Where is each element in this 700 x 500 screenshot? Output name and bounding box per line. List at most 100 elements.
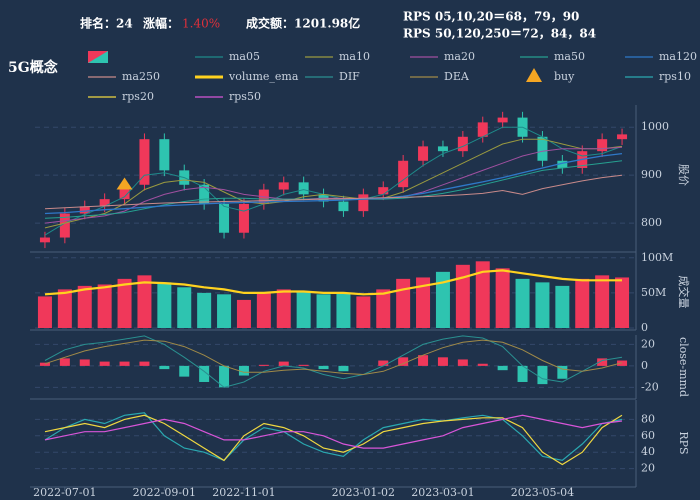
y-axis-label: RPS [677, 431, 690, 454]
volume-bar [276, 289, 291, 328]
x-tick-label: 2022-09-01 [133, 486, 196, 499]
y-tick-label: 900 [641, 168, 662, 181]
volume-bar [595, 275, 610, 328]
volume-bar [475, 261, 490, 328]
volume-bar [177, 287, 192, 328]
macd-bar [59, 358, 70, 366]
candle-body [59, 213, 70, 238]
candle-body [537, 136, 548, 161]
candle-body [119, 184, 130, 200]
candle-body [79, 206, 90, 214]
volume-bar [455, 264, 470, 328]
candle-body [557, 160, 568, 168]
legend-label: ma20 [444, 50, 475, 63]
macd-bar [79, 359, 90, 366]
macd-bar [298, 364, 309, 366]
volume-bar [236, 299, 251, 328]
volume-bar [157, 282, 172, 328]
legend-label: rps50 [229, 90, 261, 103]
y-tick-label: 0 [641, 359, 648, 372]
macd-bar [179, 365, 190, 377]
macd-bar [39, 362, 50, 366]
macd-bar [418, 355, 429, 366]
x-tick-label: 2022-11-01 [212, 486, 275, 499]
series-line [44, 339, 623, 376]
macd-bar [99, 361, 110, 366]
macd-bar [557, 365, 568, 379]
y-tick-label: 40 [641, 445, 655, 458]
series-line [44, 414, 623, 449]
candle-body [617, 134, 628, 140]
buy-marker [116, 177, 133, 190]
macd-bar [159, 365, 170, 370]
candle-body [497, 117, 508, 123]
volume-bar [396, 278, 411, 328]
candle-body [418, 146, 429, 161]
y-tick-label: 100M [641, 251, 673, 264]
series-line [44, 414, 623, 466]
macd-bar [219, 365, 230, 388]
y-tick-label: 20 [641, 337, 655, 350]
x-tick-label: 2023-03-01 [411, 486, 474, 499]
legend-icon [526, 68, 542, 82]
candle-body [199, 184, 210, 204]
turnover: 成交额：1201.98亿 [246, 16, 360, 31]
macd-bar [378, 360, 389, 366]
volume-bar [435, 271, 450, 328]
volume-bar [615, 277, 630, 328]
legend-label: volume_ema [228, 70, 299, 83]
candle-body [378, 187, 389, 195]
candle-body [358, 194, 369, 212]
volume-bar [256, 292, 271, 328]
change: 1.40% [182, 17, 220, 31]
volume-bar [37, 296, 52, 328]
y-tick-label: 0 [641, 321, 648, 334]
legend-label: ma250 [122, 70, 160, 83]
macd-bar [437, 357, 448, 366]
macd-bar [398, 357, 409, 366]
series-line [44, 126, 623, 236]
legend-label: ma10 [339, 50, 370, 63]
candle-body [338, 201, 349, 212]
volume-bar [376, 289, 391, 328]
legend-label: ma50 [554, 50, 585, 63]
volume-bar [197, 292, 212, 328]
y-tick-label: 80 [641, 412, 655, 425]
change-label: 涨幅： [143, 16, 179, 31]
legend-label: DIF [339, 70, 360, 83]
macd-bar [139, 361, 150, 366]
macd-bar [597, 358, 608, 366]
macd-bar [457, 359, 468, 366]
volume-bar [336, 292, 351, 328]
legend-icon [88, 51, 108, 63]
candle-body [278, 182, 289, 190]
y-tick-label: 1000 [641, 120, 669, 133]
volume-bar [117, 278, 132, 328]
legend-label: rps20 [122, 90, 154, 103]
macd-bar [278, 361, 289, 366]
series-line [44, 269, 622, 296]
x-tick-label: 2023-05-04 [511, 486, 574, 499]
legend-label: DEA [444, 70, 470, 83]
macd-bar [617, 360, 628, 366]
macd-bar [517, 365, 528, 382]
macd-bar [537, 365, 548, 385]
volume-bar [555, 285, 570, 328]
candle-body [139, 139, 150, 185]
y-tick-label: 20 [641, 462, 655, 475]
legend-label: ma05 [229, 50, 260, 63]
candle-body [238, 203, 249, 233]
macd-bar [477, 363, 488, 366]
y-tick-label: -20 [641, 380, 659, 393]
legend-label: buy [554, 70, 575, 83]
macd-bar [258, 364, 269, 366]
x-tick-label: 2022-07-01 [33, 486, 96, 499]
y-tick-label: 800 [641, 216, 662, 229]
volume-bar [217, 294, 232, 328]
candle-body [457, 136, 468, 152]
x-tick-label: 2023-01-02 [332, 486, 395, 499]
volume-bar [137, 275, 152, 328]
candle-body [159, 139, 170, 171]
volume-bar [535, 282, 550, 328]
